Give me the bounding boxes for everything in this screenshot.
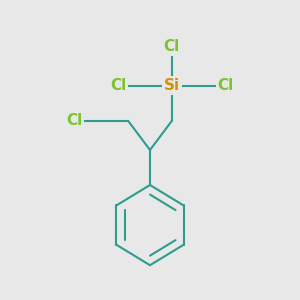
Text: Cl: Cl (164, 39, 180, 54)
Text: Si: Si (164, 78, 180, 93)
Text: Cl: Cl (110, 78, 126, 93)
Text: Cl: Cl (66, 113, 82, 128)
Text: Cl: Cl (218, 78, 234, 93)
